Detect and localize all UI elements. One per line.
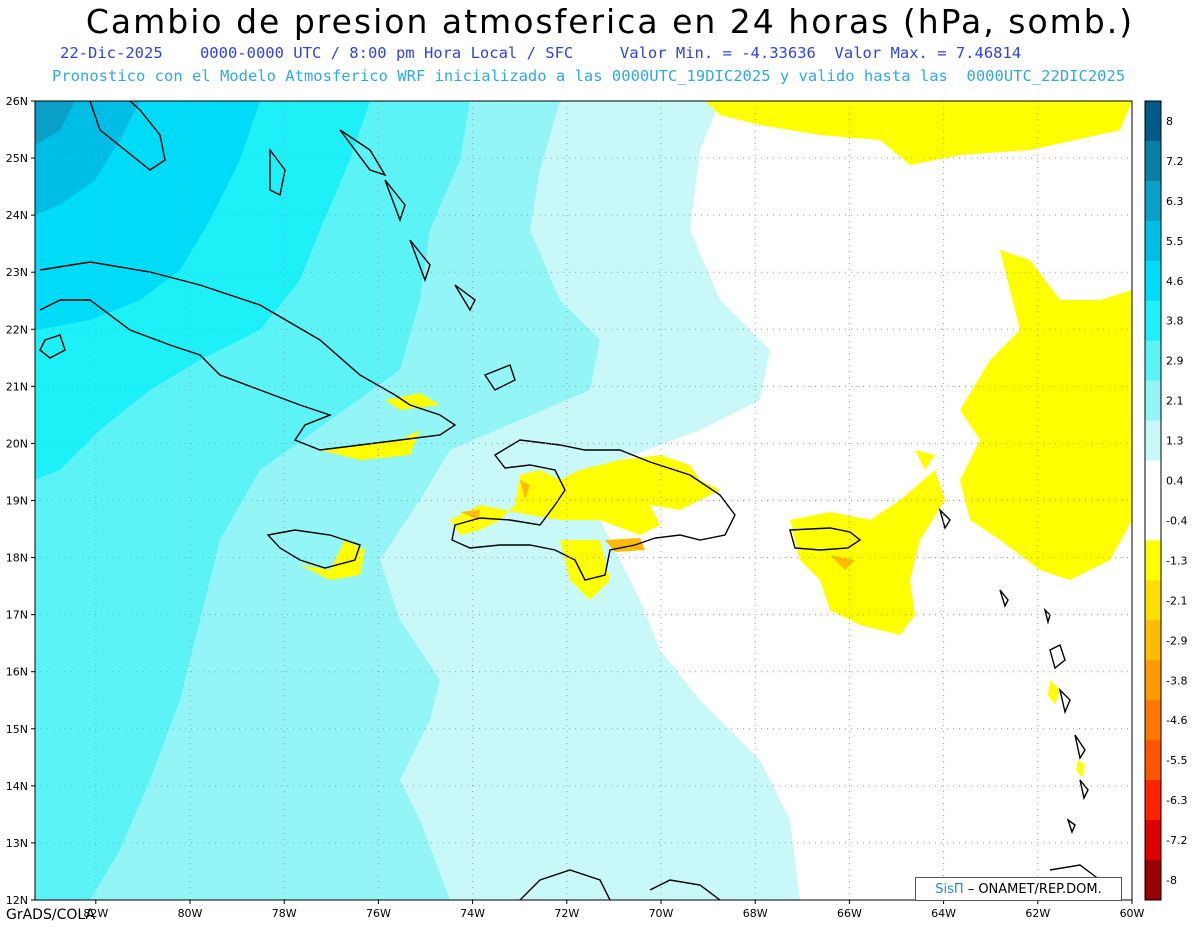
map-field (35, 101, 1132, 900)
colorbar-swatch (1145, 460, 1161, 501)
colorbar-label: 1.3 (1166, 435, 1184, 448)
lon-label: 78W (272, 907, 297, 920)
field-neg-east (960, 250, 1132, 580)
subtitle-model-line: Pronostico con el Modelo Atmosferico WRF… (52, 67, 1126, 85)
colorbar-swatch (1145, 500, 1161, 541)
colorbar-label: 3.8 (1166, 315, 1184, 328)
coast-puerto-rico (789, 527, 862, 551)
lon-labels: 82W 80W 78W 76W 74W 72W 70W 68W 66W 64W 62W 60W (83, 900, 1145, 920)
colorbar-swatch (1145, 620, 1161, 661)
colorbar-swatch (1145, 340, 1161, 382)
colorbar-label: 8 (1166, 115, 1173, 128)
lon-label: 70W (649, 907, 674, 920)
coast-south-america (519, 864, 1101, 900)
field-neg-pr (790, 470, 945, 635)
lon-label: 82W (83, 907, 108, 920)
lon-label: 74W (460, 907, 485, 920)
colorbar-label: 0.4 (1166, 475, 1184, 488)
colorbar-label: -6.3 (1166, 794, 1187, 807)
lat-label: 12N (6, 894, 28, 907)
colorbar-swatch (1145, 700, 1161, 741)
colorbar-label: -4.6 (1166, 714, 1187, 727)
colorbar-label: 5.5 (1166, 235, 1184, 248)
map-title: Cambio de presion atmosferica en 24 hora… (85, 2, 1135, 41)
colorbar-label: -5.5 (1166, 754, 1187, 767)
field-neg-cuba (320, 393, 440, 460)
colorbar-swatch (1145, 740, 1161, 781)
colorbar-label: -3.8 (1166, 674, 1187, 687)
colorbar-label: -2.9 (1166, 634, 1187, 647)
lon-label: 80W (178, 907, 203, 920)
field-neg-jamaica (300, 540, 365, 580)
coast-hispaniola (451, 439, 736, 581)
colorbar-swatch (1145, 380, 1161, 422)
coast-jamaica (266, 529, 361, 569)
colorbar-swatch (1145, 780, 1161, 821)
colorbar-swatch (1145, 540, 1161, 581)
colorbar-swatch (1145, 220, 1161, 262)
lat-label: 16N (6, 666, 28, 679)
colorbar-swatch (1145, 180, 1161, 222)
colorbar-label: 2.9 (1166, 355, 1184, 368)
field-cyan-7 (35, 101, 75, 145)
lat-label: 22N (6, 323, 28, 336)
lat-label: 23N (6, 266, 28, 279)
lat-label: 13N (6, 837, 28, 850)
field-neg-hispaniola (450, 455, 720, 600)
colorbar-label: -2.1 (1166, 594, 1187, 607)
coastlines (39, 101, 1101, 900)
lat-label: 21N (6, 380, 28, 393)
lat-label: 19N (6, 495, 28, 508)
colorbar-label: 4.6 (1166, 275, 1184, 288)
credit-sis-logo: SisΠ (935, 881, 964, 897)
subtitle-date-line: 22-Dic-2025 0000-0000 UTC / 8:00 pm Hora… (60, 44, 1022, 62)
coast-florida (89, 101, 166, 171)
coast-isla-juventud (39, 334, 66, 359)
lon-label: 68W (743, 907, 768, 920)
lat-label: 15N (6, 723, 28, 736)
colorbar-label: -0.4 (1166, 514, 1187, 527)
lon-label: 66W (837, 907, 862, 920)
lon-label: 72W (554, 907, 579, 920)
lon-label: 62W (1025, 907, 1050, 920)
lat-label: 25N (6, 152, 28, 165)
colorbar-label: -1.3 (1166, 554, 1187, 567)
lat-label: 14N (6, 780, 28, 793)
colorbar-swatch (1145, 860, 1161, 901)
colorbar-label: -7.2 (1166, 834, 1187, 847)
footer-grads: GrADS/COLA (6, 907, 96, 923)
lat-label: 17N (6, 609, 28, 622)
colorbar-swatch (1145, 420, 1161, 462)
colorbar-label: -8 (1166, 874, 1177, 887)
colorbar-swatch (1145, 101, 1161, 142)
colorbar-swatch (1145, 580, 1161, 621)
colorbar-swatch (1145, 300, 1161, 342)
coast-lesser-antilles (938, 507, 1089, 834)
lat-label: 20N (6, 437, 28, 450)
colorbar-label: 6.3 (1166, 195, 1184, 208)
colorbar-frame (1144, 100, 1162, 901)
credit-text: – ONAMET/REP.DOM. (967, 881, 1102, 897)
credit-box: SisΠ – ONAMET/REP.DOM. (915, 877, 1122, 901)
lon-label: 64W (931, 907, 956, 920)
field-cyan-6 (35, 101, 140, 215)
coast-bahamas (269, 129, 516, 391)
colorbar-label: 7.2 (1166, 155, 1184, 168)
lat-label: 26N (6, 95, 28, 108)
lat-label: 18N (6, 552, 28, 565)
lon-label: 76W (366, 907, 391, 920)
colorbar: 8 7.2 6.3 5.5 4.6 3.8 2.9 2.1 1.3 0.4 -0.4 -1.3 -2.1… (1144, 100, 1187, 901)
coast-cuba (39, 261, 457, 451)
colorbar-swatch (1145, 260, 1161, 302)
colorbar-swatch (1145, 140, 1161, 182)
field-neg-north (705, 101, 1132, 165)
colorbar-swatch (1145, 820, 1161, 861)
colorbar-swatch (1145, 660, 1161, 701)
lon-label: 60W (1120, 907, 1145, 920)
lat-label: 24N (6, 209, 28, 222)
lat-labels: 26N 25N 24N 23N 22N 21N 20N 19N 18N 17N 16N 15N 14N 1… (6, 95, 35, 907)
colorbar-label: 2.1 (1166, 395, 1184, 408)
